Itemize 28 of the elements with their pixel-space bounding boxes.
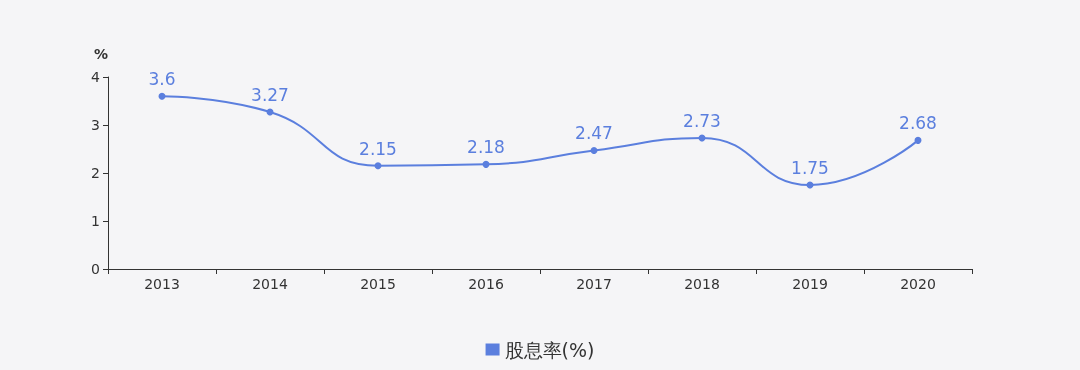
y-axis-title: % xyxy=(93,46,108,62)
data-label: 3.6 xyxy=(148,69,176,90)
data-label: 2.68 xyxy=(899,113,937,134)
point xyxy=(482,160,490,168)
data-label: 2.18 xyxy=(467,137,505,158)
point xyxy=(590,146,598,154)
x-tick-label: 2013 xyxy=(144,276,180,292)
data-label: 2.47 xyxy=(575,123,613,144)
data-label: 1.75 xyxy=(791,158,829,178)
x-tick-label: 2018 xyxy=(684,276,720,292)
x-tick-label: 2017 xyxy=(576,276,612,292)
x-tick-label: 2019 xyxy=(792,276,828,292)
y-tick-label: 3 xyxy=(91,117,100,133)
x-tick-label: 2020 xyxy=(900,276,936,292)
x-tick-label: 2016 xyxy=(468,276,504,292)
y-tick-label: 0 xyxy=(91,261,100,277)
legend-label: 股息率(%) xyxy=(504,338,595,361)
data-label: 2.73 xyxy=(683,110,721,131)
y-tick-label: 2 xyxy=(91,165,100,181)
y-tick-label: 4 xyxy=(91,69,101,85)
data-label: 2.15 xyxy=(359,138,397,159)
y-tick-label: 1 xyxy=(91,213,100,229)
point xyxy=(914,136,922,144)
x-tick-label: 2015 xyxy=(360,276,396,292)
x-tick-label: 2014 xyxy=(252,276,288,292)
point xyxy=(374,162,382,170)
data-label: 3.27 xyxy=(251,85,289,106)
point xyxy=(158,92,166,100)
